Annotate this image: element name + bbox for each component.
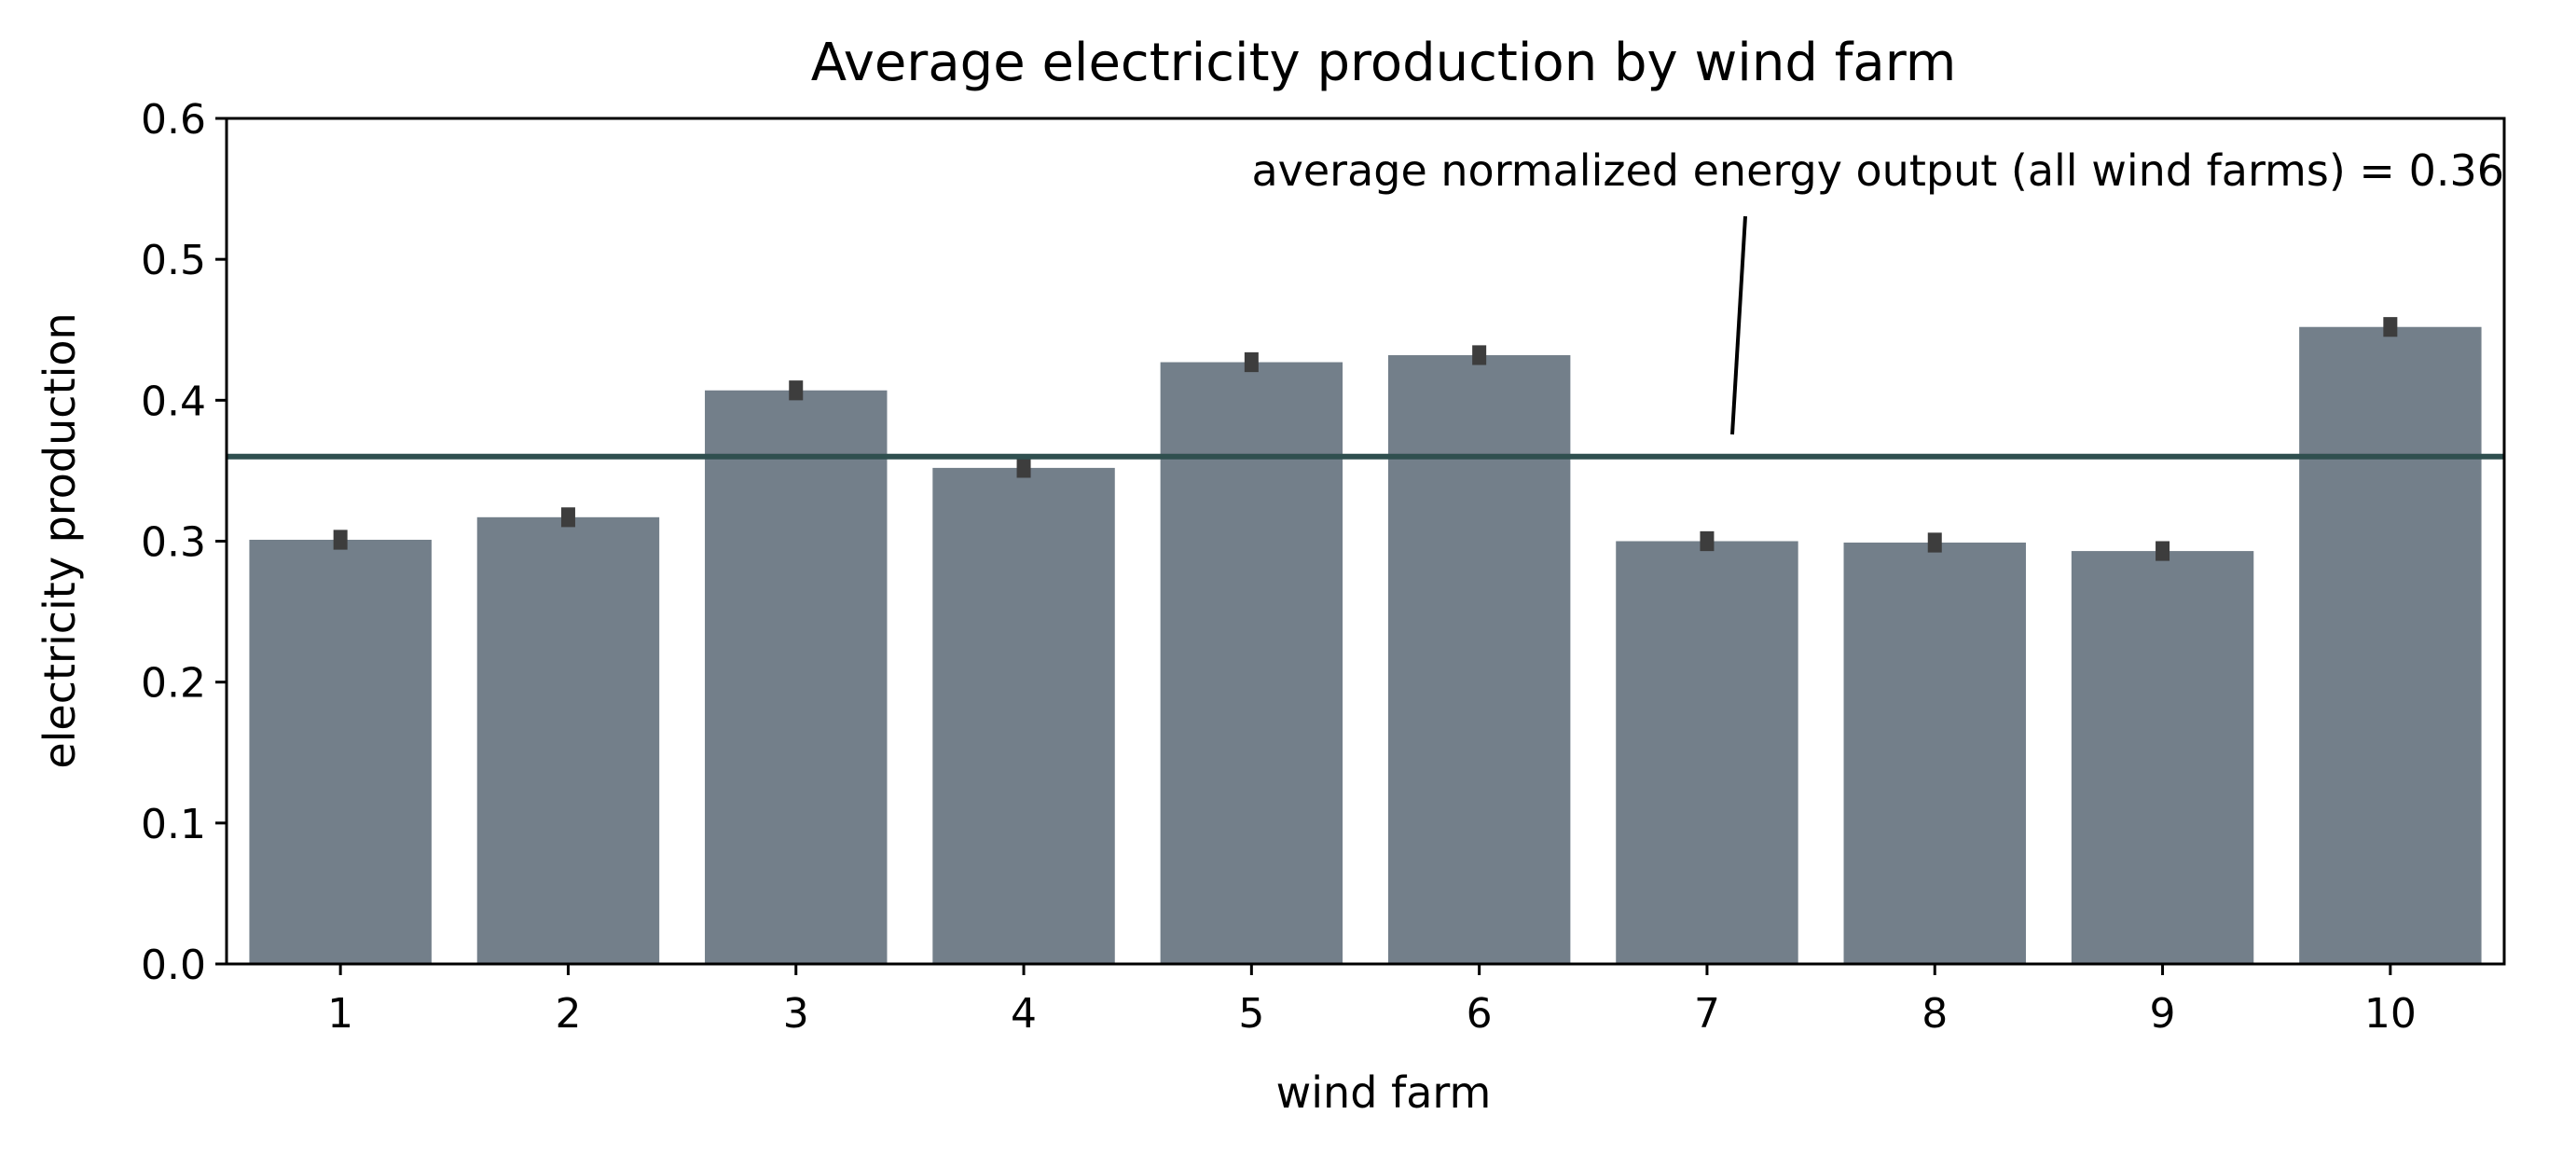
bar [2299, 326, 2482, 964]
annotation-layer: average normalized energy output (all wi… [1251, 145, 2504, 435]
bar [705, 390, 888, 964]
x-tick-label: 7 [1694, 990, 1720, 1038]
bar [932, 467, 1115, 965]
bar [1160, 362, 1343, 965]
bars-layer [249, 326, 2482, 965]
y-tick-label: 0.0 [141, 942, 206, 989]
ticks-layer: 1 2 3 4 5 6 7 8 9 10 0.0 0.1 0.2 0.3 0.4 0.5 0.6 [141, 96, 2417, 1038]
x-tick-label: 10 [2364, 990, 2417, 1038]
bar [1843, 543, 2026, 964]
x-tick-label: 3 [783, 990, 809, 1038]
x-tick-label: 4 [1011, 990, 1037, 1038]
annotation-pointer [1730, 215, 1747, 435]
x-tick-label: 8 [1922, 990, 1948, 1038]
x-tick-label: 9 [2150, 990, 2176, 1038]
bar [1387, 354, 1571, 965]
y-tick-label: 0.6 [141, 96, 206, 144]
y-tick-label: 0.5 [141, 237, 206, 284]
y-tick-label: 0.2 [141, 660, 206, 708]
bar [1616, 541, 1798, 964]
x-tick-label: 5 [1238, 990, 1264, 1038]
bar [476, 516, 660, 964]
bar [2071, 551, 2254, 964]
y-tick-label: 0.1 [141, 801, 206, 848]
annotation-text: average normalized energy output (all wi… [1251, 145, 2504, 196]
x-axis-label: wind farm [1276, 1067, 1492, 1118]
chart-title: Average electricity production by wind f… [811, 33, 1957, 93]
y-axis-label: electricity production [34, 312, 85, 768]
y-tick-label: 0.3 [141, 519, 206, 567]
x-tick-label: 6 [1467, 990, 1493, 1038]
x-tick-label: 1 [327, 990, 353, 1038]
x-tick-label: 2 [555, 990, 581, 1038]
error-bars-layer [333, 317, 2398, 561]
y-tick-label: 0.4 [141, 378, 206, 425]
bar [249, 539, 432, 964]
